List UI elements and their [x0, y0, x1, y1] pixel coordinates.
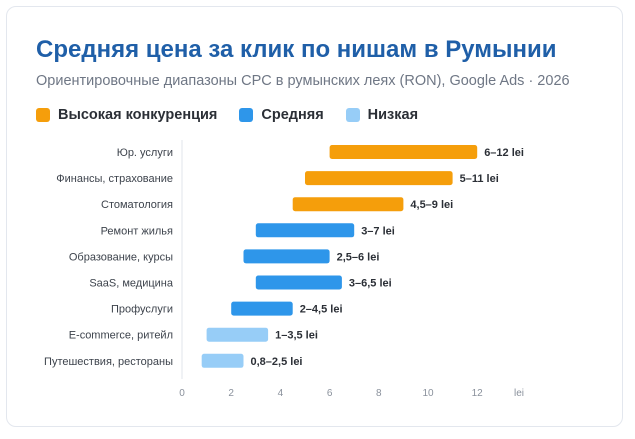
range-bar: [206, 327, 269, 342]
category-label: Стоматология: [101, 199, 173, 211]
x-tick-label: 2: [228, 388, 234, 399]
range-bar: [231, 301, 293, 316]
data-label: 0,8–2,5 lei: [251, 356, 303, 368]
category-label: Финансы, страхование: [56, 173, 173, 185]
legend-item-low: Низкая: [345, 107, 419, 123]
legend-swatch-medium: [239, 108, 254, 122]
chart-title: Средняя цена за клик по нишам в Румынии: [36, 36, 557, 63]
category-label: SaaS, медицина: [89, 278, 174, 290]
category-label: Образование, курсы: [69, 251, 173, 263]
data-label: 6–12 lei: [484, 147, 524, 159]
x-tick-label: 6: [327, 388, 333, 399]
legend-item-high: Высокая конкуренция: [36, 107, 217, 123]
legend-item-medium: Средняя: [239, 107, 324, 123]
category-label: Юр. услуги: [117, 147, 173, 159]
range-bar: [305, 171, 453, 186]
x-tick-label: 12: [472, 388, 484, 399]
x-tick-label: 10: [422, 388, 434, 399]
data-label: 2,5–6 lei: [337, 251, 380, 263]
legend-label-medium: Средняя: [261, 107, 324, 123]
chart-legend: Высокая конкуренция Средняя Низкая: [36, 107, 440, 123]
range-bar: [201, 353, 244, 368]
chart-subtitle: Ориентировочные диапазоны CPC в румынски…: [36, 73, 570, 89]
range-bar: [329, 145, 478, 159]
chart-card: [6, 6, 623, 427]
data-label: 3–6,5 lei: [349, 278, 392, 290]
data-label: 3–7 lei: [361, 225, 395, 237]
range-bar: [243, 249, 330, 264]
x-tick-label: 0: [179, 388, 185, 399]
data-label: 2–4,5 lei: [300, 304, 343, 316]
legend-label-low: Низкая: [367, 107, 419, 123]
category-label: Ремонт жилья: [101, 225, 173, 237]
x-axis-unit: lei: [514, 388, 524, 399]
category-label: Путешествия, рестораны: [44, 356, 173, 368]
x-tick-label: 4: [278, 388, 284, 399]
legend-label-high: Высокая конкуренция: [58, 107, 218, 123]
data-label: 1–3,5 lei: [275, 330, 318, 342]
legend-swatch-high: [36, 108, 50, 122]
data-label: 5–11 lei: [460, 173, 499, 185]
range-bar: [255, 223, 355, 238]
range-bar: [255, 275, 342, 290]
x-tick-label: 8: [376, 388, 382, 399]
range-bar: [292, 197, 404, 212]
data-label: 4,5–9 lei: [410, 199, 453, 211]
legend-swatch-low: [345, 108, 360, 122]
category-label: Профуслуги: [111, 304, 173, 316]
category-label: E-commerce, ритейл: [69, 330, 173, 342]
